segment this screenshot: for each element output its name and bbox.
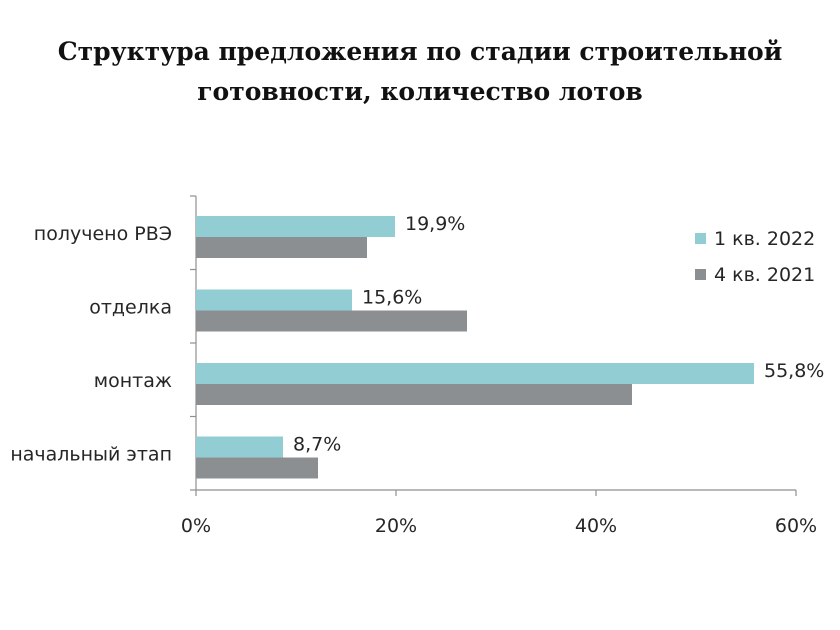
x-tick-label: 60%: [775, 515, 817, 537]
x-tick-label: 0%: [181, 515, 211, 537]
legend-swatch: [695, 233, 706, 244]
bar: [196, 363, 754, 384]
chart-title: Структура предложения по стадии строител…: [20, 32, 820, 112]
chart-title-line-1: Структура предложения по стадии строител…: [57, 37, 783, 66]
bar: [196, 310, 467, 332]
category-label: начальный этап: [10, 443, 172, 465]
x-tick-label: 20%: [375, 515, 417, 537]
data-label: 55,8%: [764, 360, 824, 382]
bar: [196, 457, 318, 479]
category-label: отделка: [89, 296, 172, 318]
bar: [196, 289, 352, 311]
legend-label: 1 кв. 2022: [714, 228, 815, 250]
bar: [196, 384, 632, 405]
x-tick-label: 40%: [575, 515, 617, 537]
data-label: 19,9%: [405, 213, 465, 235]
legend-label: 4 кв. 2021: [714, 264, 815, 286]
data-label: 8,7%: [293, 434, 341, 456]
bar: [196, 216, 395, 237]
category-label: монтаж: [94, 370, 172, 392]
bar: [196, 436, 283, 458]
chart-title-line-2: готовности, количество лотов: [197, 77, 643, 106]
category-label: получено РВЭ: [34, 223, 172, 245]
legend-swatch: [695, 269, 706, 280]
data-label: 15,6%: [362, 287, 422, 309]
bar: [196, 237, 367, 258]
